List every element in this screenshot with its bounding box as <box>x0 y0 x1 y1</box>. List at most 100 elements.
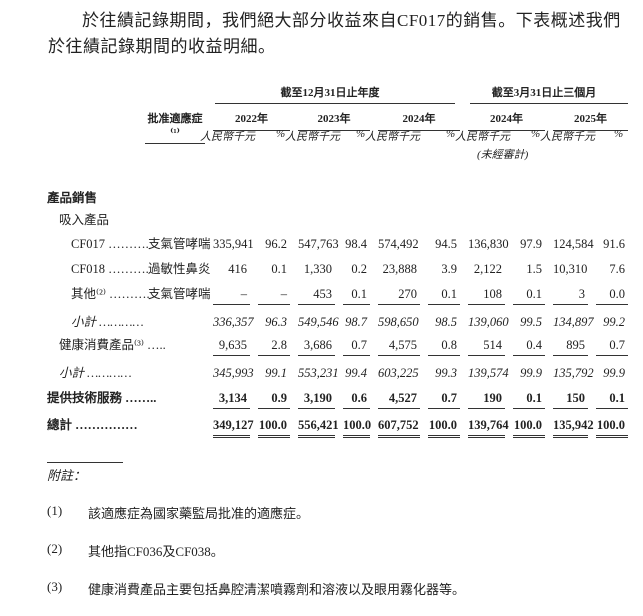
table-row: CF017 ………. 支氣管哮喘 335,941 96.2 547,763 98.4 574… <box>0 234 643 254</box>
row-value: 556,421 <box>298 415 339 438</box>
note-number: (2) <box>47 541 63 556</box>
row-value: 99.9 <box>520 366 542 380</box>
unit-pct: % <box>356 128 366 140</box>
row-value: 3 <box>553 284 588 305</box>
row-value: 895 <box>553 335 588 356</box>
row-value: 100.0 <box>513 415 545 438</box>
row-value: 136,830 <box>468 237 509 251</box>
header-group-quarter: 截至3月31日止三個月 <box>491 87 597 99</box>
row-value: 108 <box>468 284 505 305</box>
row-value: 100.0 <box>343 415 371 438</box>
table-row: 小計 ………… 345,993 99.1 553,231 99.4 603,225 99.3… <box>0 363 643 383</box>
row-value: 0.7 <box>428 388 460 409</box>
row-value: 98.5 <box>435 315 457 329</box>
row-value: 336,357 <box>213 315 254 329</box>
unit-rmb: 人民幣千元 <box>200 131 255 143</box>
row-value: 0.1 <box>343 284 370 305</box>
row-value: 100.0 <box>596 415 628 438</box>
row-label: 提供技術服務 …….. <box>47 391 157 405</box>
row-value: 2.8 <box>258 335 290 356</box>
row-value: – <box>258 284 290 305</box>
row-value: 603,225 <box>378 366 419 380</box>
row-value: 4,527 <box>378 388 420 409</box>
note-text: 該適應症為國家藥監局批准的適應症。 <box>88 506 310 521</box>
row-value: 135,942 <box>553 415 594 438</box>
row-value: 3.9 <box>441 262 457 276</box>
row-value: 453 <box>298 284 335 305</box>
row-value: 96.3 <box>265 315 287 329</box>
note-number: (3) <box>47 579 63 594</box>
row-value: 99.9 <box>603 366 625 380</box>
row-value: – <box>213 284 250 305</box>
row-label: CF017 ………. <box>71 237 149 251</box>
row-indication: 過敏性鼻炎 <box>148 262 211 276</box>
row-value: 190 <box>468 388 505 409</box>
row-value: 416 <box>228 262 247 276</box>
row-value: 134,897 <box>553 315 594 329</box>
row-label: 其他⁽²⁾ ………. <box>71 287 150 301</box>
row-value: 150 <box>553 388 588 409</box>
row-indication: 支氣管哮喘 <box>148 287 211 301</box>
header-year: 2023年 <box>298 110 370 131</box>
row-value: 139,574 <box>468 366 509 380</box>
row-value: 345,993 <box>213 366 254 380</box>
header-indication: 批准適應症⁽¹⁾ <box>145 110 205 144</box>
row-value: 0.1 <box>596 388 628 409</box>
row-value: 9,635 <box>213 335 250 356</box>
row-value: 23,888 <box>382 262 417 276</box>
intro-paragraph: 於往績記錄期間，我們絕大部分收益來自CF017的銷售。下表概述我們於往績記錄期間… <box>48 11 621 56</box>
row-value: 3,134 <box>213 388 250 409</box>
row-value: 94.5 <box>435 237 457 251</box>
row-value: 1.5 <box>526 262 542 276</box>
row-value: 0.4 <box>513 335 545 356</box>
row-value: 98.4 <box>345 237 367 251</box>
row-value: 7.6 <box>609 262 625 276</box>
unit-pct: % <box>276 128 286 140</box>
header-year: 2022年 <box>213 110 290 131</box>
table-row: 吸入產品 <box>0 210 643 230</box>
row-value: 553,231 <box>298 366 339 380</box>
row-value: 0.1 <box>513 388 545 409</box>
divider <box>470 103 628 104</box>
row-value: 2,122 <box>473 262 502 276</box>
row-value: 270 <box>378 284 420 305</box>
row-value: 598,650 <box>378 315 419 329</box>
unit-rmb: 人民幣千元 <box>455 131 510 143</box>
unit-pct: % <box>446 128 456 140</box>
row-value: 4,575 <box>378 335 420 356</box>
row-value: 549,546 <box>298 315 339 329</box>
row-value: 139,764 <box>468 415 509 438</box>
row-value: 10,310 <box>553 262 588 276</box>
unit-pct: % <box>614 128 624 140</box>
notes-title: 附註： <box>47 468 87 483</box>
row-value: 99.1 <box>265 366 287 380</box>
divider <box>215 103 455 104</box>
header-year: 2024年 <box>468 110 545 131</box>
table-row: 小計 ………… 336,357 96.3 549,546 98.7 598,650 98.5… <box>0 312 643 332</box>
row-value: 0.1 <box>428 284 460 305</box>
table-row: 其他⁽²⁾ ………. 支氣管哮喘 – –453 0.1 270 0.1 108 0.1 3 0.0 <box>0 284 643 305</box>
row-value: 99.3 <box>435 366 457 380</box>
row-value: 99.2 <box>603 315 625 329</box>
row-label: 吸入產品 <box>59 213 110 227</box>
row-value: 135,792 <box>553 366 594 380</box>
unaudited-label: (未經審計) <box>477 149 529 161</box>
row-value: 335,941 <box>213 237 254 251</box>
table-row: 總計 …………… 349,127 100.0 556,421 100.0 607,752 1… <box>0 415 643 438</box>
row-value: 0.1 <box>513 284 545 305</box>
unit-rmb: 人民幣千元 <box>540 131 595 143</box>
row-value: 97.9 <box>520 237 542 251</box>
table-row: 提供技術服務 …….. 3,134 0.9 3,190 0.6 4,527 0.7 190 0.… <box>0 388 643 409</box>
unit-rmb: 人民幣千元 <box>365 131 420 143</box>
row-value: 0.7 <box>343 335 370 356</box>
table-row: 產品銷售 <box>0 188 643 208</box>
row-value: 99.4 <box>345 366 367 380</box>
row-value: 99.5 <box>520 315 542 329</box>
row-value: 514 <box>468 335 505 356</box>
note-number: (1) <box>47 503 63 518</box>
header-year: 2024年 <box>378 110 460 131</box>
row-value: 0.9 <box>258 388 290 409</box>
row-label: 小計 ………… <box>71 315 144 329</box>
row-value: 100.0 <box>428 415 460 438</box>
header-year: 2025年 <box>553 110 628 131</box>
